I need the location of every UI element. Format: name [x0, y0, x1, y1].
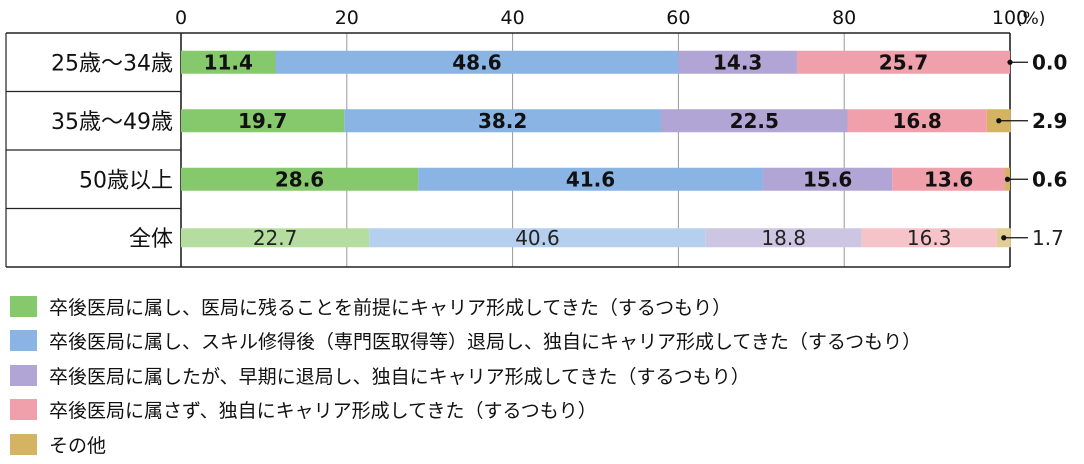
data-label: 41.6 — [566, 167, 615, 191]
legend-swatch — [10, 399, 37, 421]
stacked-bar-chart: 0 20 40 60 80 100(%) 25歳～34歳 11.4 48.6 14.3 25.7 0.… — [5, 7, 1067, 268]
bar-segment — [181, 167, 419, 191]
bar-segment — [369, 228, 706, 248]
data-label: 38.2 — [478, 109, 527, 133]
data-label: 18.8 — [761, 226, 806, 250]
bar-segment — [344, 109, 661, 133]
category-label: 25歳～34歳 — [51, 51, 173, 76]
bar-segment — [705, 228, 862, 248]
leader-dot — [1001, 235, 1007, 241]
legend-item: 卒後医局に属さず、独自にキャリア形成してきた（するつもり） — [10, 393, 921, 428]
bar-segment — [660, 109, 848, 133]
legend: 卒後医局に属し、医局に残ることを前提にキャリア形成してきた（するつもり） 卒後医局… — [10, 289, 921, 462]
x-tick-label: 100 — [992, 7, 1028, 29]
data-label-other: 0.0 — [1032, 50, 1067, 74]
bar-segment — [181, 228, 370, 248]
legend-swatch — [10, 295, 37, 317]
x-tick-label: 80 — [832, 7, 856, 29]
leader-dot — [1007, 59, 1013, 65]
bar-segment — [847, 109, 987, 133]
data-label: 16.3 — [907, 226, 952, 250]
x-tick-label: 0 — [175, 7, 187, 29]
data-label: 13.6 — [924, 167, 973, 191]
legend-swatch — [10, 433, 37, 455]
data-label: 14.3 — [713, 50, 762, 74]
legend-label: その他 — [49, 434, 107, 457]
bar-segment — [796, 50, 1010, 74]
data-label: 16.8 — [892, 109, 941, 133]
x-tick-label: 40 — [501, 7, 525, 29]
data-label-other: 2.9 — [1032, 109, 1067, 133]
bar-segment — [275, 50, 679, 74]
legend-label: 卒後医局に属し、スキル修得後（専門医取得等）退局し、独自にキャリア形成してきた（… — [49, 331, 922, 354]
category-label: 50歳以上 — [79, 168, 173, 193]
x-tick-label: 60 — [666, 7, 690, 29]
data-label-other: 0.6 — [1032, 167, 1067, 191]
bar-segment — [181, 109, 345, 133]
leader-dot — [996, 118, 1002, 124]
data-label: 15.6 — [803, 167, 852, 191]
legend-item: その他 — [10, 427, 921, 462]
legend-label: 卒後医局に属し、医局に残ることを前提にキャリア形成してきた（するつもり） — [49, 296, 732, 319]
data-label: 22.5 — [730, 109, 779, 133]
labels: 0 20 40 60 80 100(%) 25歳～34歳 11.4 48.6 14.3 25.7 0.… — [51, 7, 1067, 252]
bar-segment — [861, 228, 997, 248]
data-label-other: 1.7 — [1032, 226, 1064, 250]
x-axis-unit: (%) — [1016, 9, 1045, 29]
legend-item: 卒後医局に属し、医局に残ることを前提にキャリア形成してきた（するつもり） — [10, 289, 921, 324]
data-label: 11.4 — [204, 50, 253, 74]
x-tick-label: 20 — [335, 7, 359, 29]
bar-segment — [418, 167, 763, 191]
legend-item: 卒後医局に属したが、早期に退局し、独自にキャリア形成してきた（するつもり） — [10, 358, 921, 393]
bars — [181, 50, 1011, 248]
data-label: 25.7 — [879, 50, 928, 74]
data-label: 48.6 — [452, 50, 501, 74]
bar-segment — [181, 50, 276, 74]
legend-label: 卒後医局に属したが、早期に退局し、独自にキャリア形成してきた（するつもり） — [49, 365, 750, 388]
legend-item: 卒後医局に属し、スキル修得後（専門医取得等）退局し、独自にキャリア形成してきた（… — [10, 324, 921, 359]
category-label: 35歳～49歳 — [51, 110, 173, 135]
bar-segment — [678, 50, 797, 74]
legend-swatch — [10, 364, 37, 386]
bar-segment — [762, 167, 893, 191]
leader-dot — [1004, 176, 1011, 182]
legend-label: 卒後医局に属さず、独自にキャリア形成してきた（するつもり） — [49, 400, 597, 423]
data-label: 28.6 — [275, 167, 324, 191]
category-label: 全体 — [129, 227, 173, 252]
legend-swatch — [10, 330, 37, 352]
data-label: 22.7 — [253, 226, 298, 250]
data-label: 19.7 — [238, 109, 287, 133]
data-label: 40.6 — [515, 226, 560, 250]
bar-segment — [892, 167, 1006, 191]
